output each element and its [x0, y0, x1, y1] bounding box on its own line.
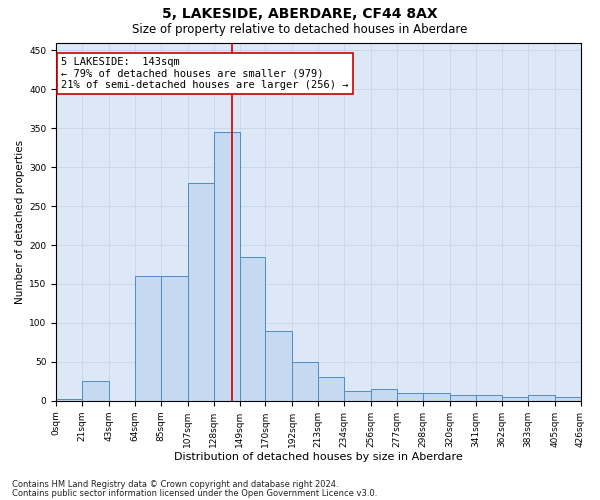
X-axis label: Distribution of detached houses by size in Aberdare: Distribution of detached houses by size … [174, 452, 463, 462]
Bar [188, 182, 214, 401]
Bar [371, 389, 397, 401]
Bar [397, 393, 423, 401]
Bar [56, 400, 82, 401]
Bar [214, 132, 239, 401]
Y-axis label: Number of detached properties: Number of detached properties [15, 140, 25, 304]
Text: 5, LAKESIDE, ABERDARE, CF44 8AX: 5, LAKESIDE, ABERDARE, CF44 8AX [162, 8, 438, 22]
Bar [319, 378, 344, 401]
Text: Contains HM Land Registry data © Crown copyright and database right 2024.: Contains HM Land Registry data © Crown c… [12, 480, 338, 489]
Text: Size of property relative to detached houses in Aberdare: Size of property relative to detached ho… [133, 22, 467, 36]
Bar [82, 382, 109, 401]
Bar [450, 394, 476, 401]
Bar [292, 362, 319, 401]
Bar [423, 393, 450, 401]
Bar [344, 392, 371, 401]
Bar [476, 394, 502, 401]
Bar [502, 397, 527, 401]
Text: 5 LAKESIDE:  143sqm
← 79% of detached houses are smaller (979)
21% of semi-detac: 5 LAKESIDE: 143sqm ← 79% of detached hou… [61, 57, 349, 90]
Bar [161, 276, 188, 401]
Bar [135, 276, 161, 401]
Bar [554, 397, 581, 401]
Bar [527, 394, 554, 401]
Bar [239, 256, 265, 401]
Bar [265, 330, 292, 401]
Text: Contains public sector information licensed under the Open Government Licence v3: Contains public sector information licen… [12, 488, 377, 498]
